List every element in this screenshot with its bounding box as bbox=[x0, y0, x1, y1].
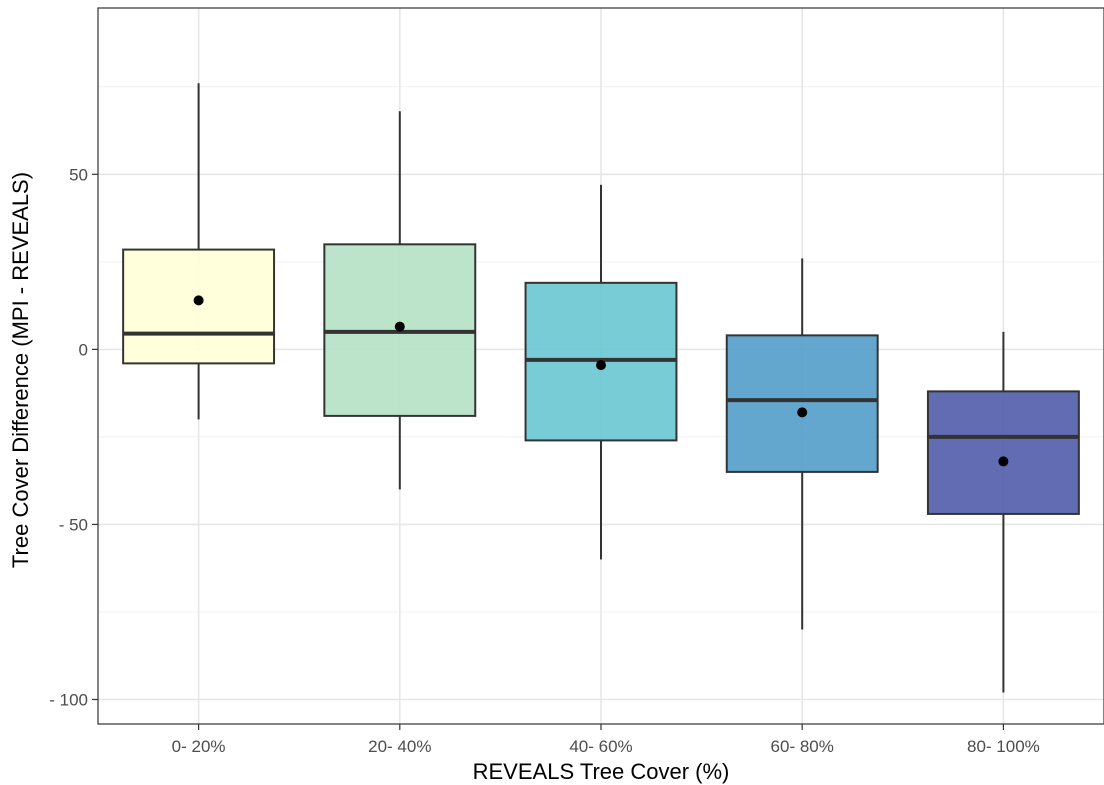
y-tick-label: - 100 bbox=[49, 690, 88, 709]
mean-point bbox=[998, 456, 1009, 467]
x-tick-label: 60- 80% bbox=[771, 737, 834, 756]
mean-point bbox=[596, 360, 606, 371]
x-axis-title: REVEALS Tree Cover (%) bbox=[473, 759, 730, 784]
box-group bbox=[524, 184, 678, 560]
x-tick-label: 0- 20% bbox=[172, 737, 226, 756]
y-tick-label: - 50 bbox=[59, 515, 88, 534]
x-tick-label: 80- 100% bbox=[967, 737, 1040, 756]
box-iqr bbox=[926, 390, 1080, 515]
box-iqr bbox=[122, 248, 276, 365]
y-tick-label: 50 bbox=[69, 165, 88, 184]
box-group bbox=[725, 258, 879, 630]
y-axis-title: Tree Cover Difference (MPI - REVEALS) bbox=[8, 172, 33, 568]
box-layer bbox=[122, 83, 1080, 693]
y-tick-label: 0 bbox=[79, 340, 88, 359]
box-group bbox=[926, 331, 1080, 693]
mean-point bbox=[394, 321, 405, 332]
box-group bbox=[122, 83, 276, 420]
mean-point bbox=[797, 407, 808, 418]
tick-layer: - 100 - 50 0 50 0- 20% 20- 40% 40- 60% 60- 80% 8… bbox=[49, 165, 1040, 756]
box-iqr bbox=[725, 334, 879, 473]
box-group bbox=[323, 111, 477, 490]
mean-point bbox=[193, 295, 204, 306]
x-tick-label: 20- 40% bbox=[368, 737, 431, 756]
x-tick-label: 40- 60% bbox=[569, 737, 632, 756]
